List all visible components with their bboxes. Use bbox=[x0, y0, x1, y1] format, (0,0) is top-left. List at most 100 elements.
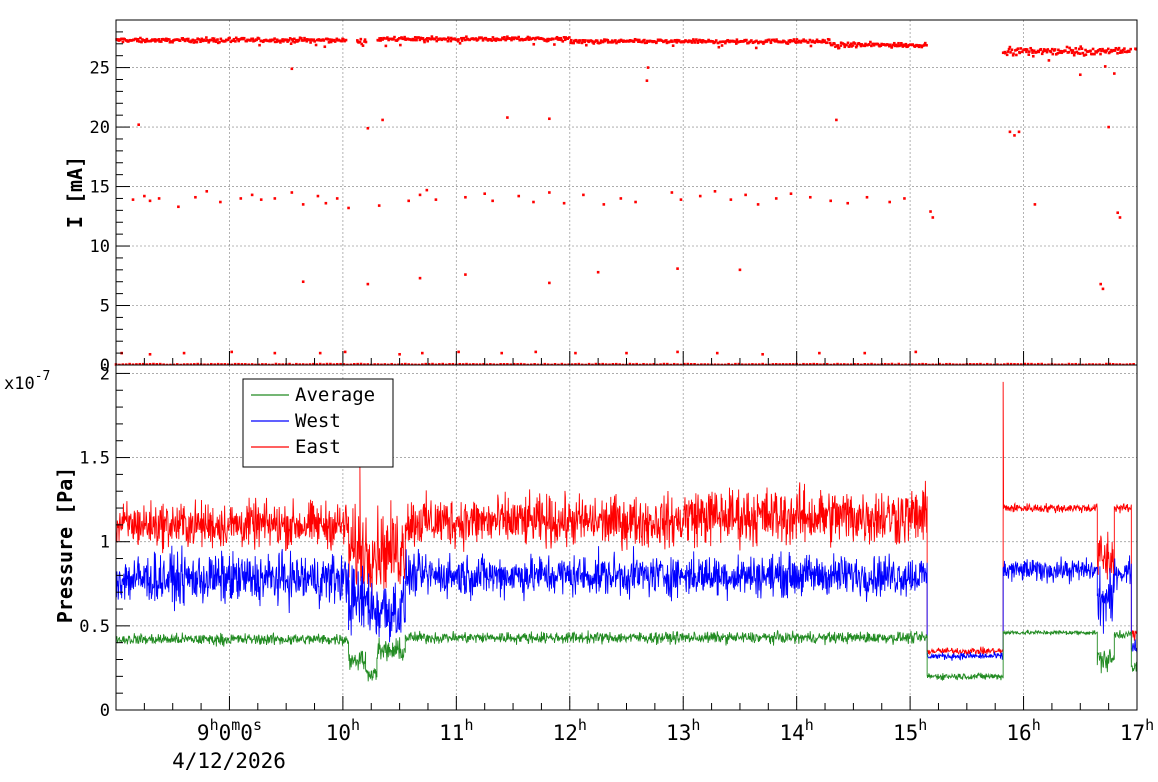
current-band-point bbox=[251, 37, 255, 41]
current-band-point bbox=[783, 40, 786, 43]
legend-west-label: West bbox=[295, 410, 341, 432]
current-point bbox=[219, 200, 222, 204]
current-point bbox=[425, 188, 429, 192]
current-zero-point bbox=[431, 362, 434, 366]
current-band-point bbox=[333, 40, 337, 43]
current-point bbox=[679, 198, 683, 201]
current-band-point bbox=[833, 42, 836, 45]
current-point bbox=[929, 210, 932, 213]
current-band-point bbox=[1009, 51, 1012, 54]
current-band-point bbox=[847, 45, 851, 48]
current-band-point bbox=[792, 38, 796, 41]
current-zero-point bbox=[597, 363, 601, 366]
current-point bbox=[418, 193, 422, 197]
current-zero-point bbox=[458, 362, 462, 366]
current-band-point bbox=[298, 36, 302, 40]
current-point bbox=[548, 117, 551, 121]
current-point bbox=[506, 116, 509, 119]
current-zero-point bbox=[516, 363, 519, 366]
current-zero-point bbox=[822, 363, 826, 366]
current-band-point bbox=[1104, 50, 1107, 54]
current-band-point bbox=[572, 41, 575, 45]
current-band-point bbox=[363, 38, 367, 41]
current-band-point bbox=[1072, 53, 1076, 57]
current-band-point bbox=[322, 39, 326, 42]
current-ytick-label: 20 bbox=[90, 118, 110, 138]
current-point bbox=[177, 205, 180, 209]
current-band-point bbox=[281, 38, 284, 41]
current-point bbox=[756, 203, 760, 206]
current-zero-point bbox=[312, 362, 315, 366]
current-band-point bbox=[300, 39, 304, 42]
x-tick-label-hour: 11 bbox=[439, 721, 464, 745]
current-band-point bbox=[358, 40, 362, 44]
current-band-point bbox=[549, 38, 553, 41]
current-band-point bbox=[545, 39, 549, 43]
pressure-legend: Average West East bbox=[242, 378, 394, 468]
current-band-point bbox=[1057, 48, 1060, 52]
current-zero-point bbox=[652, 362, 656, 366]
current-band-point bbox=[637, 40, 640, 43]
current-band-point bbox=[257, 37, 261, 40]
current-band-point bbox=[543, 38, 547, 42]
current-band-point bbox=[275, 40, 278, 44]
current-point bbox=[483, 192, 486, 195]
current-point bbox=[500, 351, 504, 355]
current-band-point bbox=[460, 39, 464, 42]
current-band-point bbox=[258, 43, 261, 47]
current-zero-point bbox=[441, 362, 445, 366]
current-band-point bbox=[1040, 52, 1044, 56]
current-band-point bbox=[1025, 48, 1029, 51]
current-zero-point bbox=[594, 362, 598, 366]
current-band-point bbox=[583, 40, 587, 44]
current-ytick-label: 15 bbox=[90, 178, 110, 198]
current-band-point bbox=[364, 40, 368, 44]
x-tick-label-hour-unit: h bbox=[578, 716, 587, 734]
current-band-point bbox=[423, 40, 426, 44]
current-band-point bbox=[794, 41, 798, 44]
current-band-point bbox=[606, 41, 610, 44]
current-band-point bbox=[559, 36, 563, 40]
current-band-point bbox=[869, 40, 872, 44]
current-band-point bbox=[1045, 49, 1048, 52]
current-zero-point bbox=[781, 363, 785, 366]
current-zero-point bbox=[883, 362, 887, 366]
current-band-point bbox=[378, 37, 381, 40]
current-point bbox=[318, 351, 322, 355]
current-point bbox=[1113, 72, 1116, 75]
current-point bbox=[517, 194, 521, 198]
current-band-point bbox=[231, 39, 235, 42]
current-band-point bbox=[812, 40, 815, 44]
current-band-point bbox=[866, 43, 869, 47]
current-band-point bbox=[762, 42, 765, 45]
current-zero-point bbox=[295, 362, 298, 366]
current-band-point bbox=[411, 38, 415, 42]
current-band-point bbox=[132, 38, 135, 42]
current-band-point bbox=[815, 38, 819, 42]
current-band-point bbox=[872, 43, 876, 47]
current-point bbox=[865, 195, 869, 199]
current-ytick-label: 25 bbox=[90, 59, 110, 79]
current-band-point bbox=[360, 42, 363, 46]
current-point bbox=[829, 199, 832, 203]
current-band-point bbox=[157, 38, 161, 41]
current-band-point bbox=[1018, 51, 1022, 55]
current-point bbox=[625, 351, 628, 355]
current-point bbox=[761, 352, 764, 356]
current-zero-point bbox=[751, 363, 754, 366]
current-band-point bbox=[237, 39, 240, 43]
current-band-point bbox=[855, 44, 859, 47]
current-band-point bbox=[466, 37, 470, 41]
current-band-point bbox=[383, 37, 386, 40]
current-band-point bbox=[677, 39, 681, 42]
current-point bbox=[290, 67, 294, 71]
current-band-point bbox=[1074, 47, 1078, 50]
current-band-point bbox=[735, 38, 739, 42]
current-band-point bbox=[1093, 52, 1096, 56]
current-band-point bbox=[925, 43, 928, 47]
current-zero-point bbox=[342, 363, 346, 366]
current-zero-point bbox=[734, 362, 737, 366]
current-band-point bbox=[289, 42, 293, 45]
current-point bbox=[914, 350, 918, 354]
current-band-point bbox=[1082, 54, 1086, 57]
